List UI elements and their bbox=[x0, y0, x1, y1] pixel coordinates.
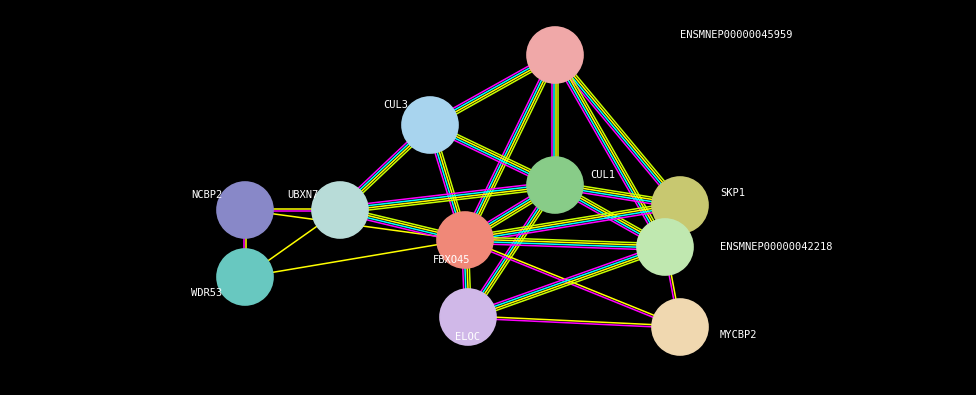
Text: ENSMNEP00000042218: ENSMNEP00000042218 bbox=[720, 242, 833, 252]
Text: MYCBP2: MYCBP2 bbox=[720, 330, 757, 340]
Circle shape bbox=[652, 177, 708, 233]
Circle shape bbox=[312, 182, 368, 238]
Text: FBXO45: FBXO45 bbox=[433, 255, 470, 265]
Circle shape bbox=[527, 157, 583, 213]
Text: CUL1: CUL1 bbox=[590, 170, 615, 180]
Text: SKP1: SKP1 bbox=[720, 188, 745, 198]
Circle shape bbox=[637, 219, 693, 275]
Text: CUL3: CUL3 bbox=[383, 100, 408, 110]
Text: ELOC: ELOC bbox=[456, 332, 480, 342]
Circle shape bbox=[527, 27, 583, 83]
Text: NCBP2: NCBP2 bbox=[190, 190, 222, 200]
Circle shape bbox=[440, 289, 496, 345]
Circle shape bbox=[402, 97, 458, 153]
Text: ENSMNEP00000045959: ENSMNEP00000045959 bbox=[680, 30, 793, 40]
Circle shape bbox=[437, 212, 493, 268]
Circle shape bbox=[217, 182, 273, 238]
Text: UBXN7: UBXN7 bbox=[287, 190, 318, 200]
Text: WDR53: WDR53 bbox=[190, 288, 222, 298]
Circle shape bbox=[652, 299, 708, 355]
Circle shape bbox=[217, 249, 273, 305]
